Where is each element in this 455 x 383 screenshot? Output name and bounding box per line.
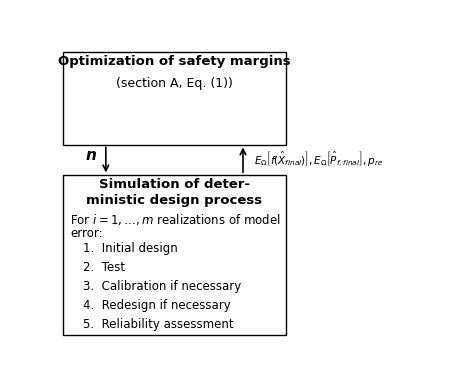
Text: Simulation of deter-: Simulation of deter- <box>99 178 249 191</box>
Text: ministic design process: ministic design process <box>86 195 262 208</box>
Text: 1.  Initial design: 1. Initial design <box>82 242 177 255</box>
Text: (section A, Eq. (1)): (section A, Eq. (1)) <box>116 77 233 90</box>
Text: Optimization of safety margins: Optimization of safety margins <box>58 55 290 68</box>
Text: $E_{\Omega}\left[f(\hat{X}_{final})\right], E_{\Omega}\left[\hat{P}_{f,final}\ri: $E_{\Omega}\left[f(\hat{X}_{final})\righ… <box>253 150 382 170</box>
Text: $\boldsymbol{n}$: $\boldsymbol{n}$ <box>85 148 97 163</box>
Bar <box>63 52 285 144</box>
Text: For $i = 1, \ldots, m$ realizations of model: For $i = 1, \ldots, m$ realizations of m… <box>70 212 280 227</box>
Bar <box>63 175 285 335</box>
Text: 5.  Reliability assessment: 5. Reliability assessment <box>82 318 233 331</box>
Text: 4.  Redesign if necessary: 4. Redesign if necessary <box>82 299 230 312</box>
Text: 3.  Calibration if necessary: 3. Calibration if necessary <box>82 280 240 293</box>
Text: 2.  Test: 2. Test <box>82 261 125 274</box>
Text: error:: error: <box>70 227 103 240</box>
